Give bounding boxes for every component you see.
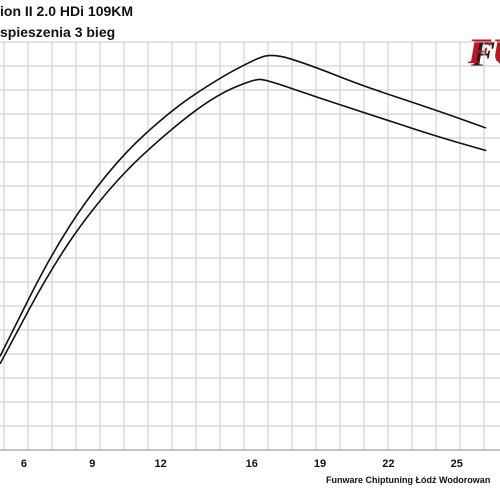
x-tick-label: 12 xyxy=(154,458,166,470)
x-tick-label: 9 xyxy=(89,458,95,470)
x-tick-label: 6 xyxy=(21,458,27,470)
footer-credit: Funware Chiptuning Łódź Wodorowan xyxy=(326,475,491,485)
x-tick-label: 25 xyxy=(451,458,463,470)
series-line-1 xyxy=(0,54,488,357)
chart-title: ion II 2.0 HDi 109KM xyxy=(0,3,134,19)
series-line-2 xyxy=(0,78,487,365)
x-tick-label: 16 xyxy=(246,458,258,470)
chart-subtitle: spieszenia 3 bieg xyxy=(0,24,116,40)
x-tick-label: 19 xyxy=(314,458,326,470)
x-tick-label: 22 xyxy=(382,458,394,470)
